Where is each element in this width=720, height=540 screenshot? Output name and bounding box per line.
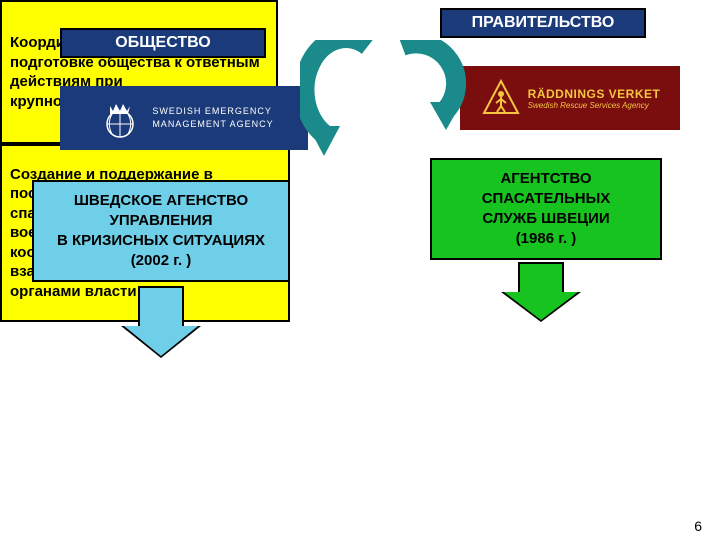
triangle-person-icon: [480, 77, 522, 119]
crown-globe-icon: [94, 92, 146, 144]
header-society: ОБЩЕСТВО: [60, 28, 266, 58]
agency-left-l1: ШВЕДСКОЕ АГЕНСТВО: [57, 191, 265, 211]
curved-arrow-right: [380, 40, 470, 140]
logo-sema-line1: SWEDISH EMERGENCY: [152, 105, 273, 118]
block-arrow-left: [124, 286, 198, 356]
agency-right-l3: СЛУЖБ ШВЕЦИИ: [482, 209, 611, 229]
agency-right-l4: (1986 г. ): [482, 229, 611, 249]
curved-arrow-left: [300, 40, 390, 170]
block-arrow-right: [504, 262, 578, 320]
logo-sema: SWEDISH EMERGENCY MANAGEMENT AGENCY: [60, 86, 308, 150]
agency-right-l2: СПАСАТЕЛЬНЫХ: [482, 189, 611, 209]
header-government: ПРАВИТЕЛЬСТВО: [440, 8, 646, 38]
agency-left: ШВЕДСКОЕ АГЕНСТВО УПРАВЛЕНИЯ В КРИЗИСНЫХ…: [32, 180, 290, 282]
logo-raddnings: RÄDDNINGS VERKET Swedish Rescue Services…: [460, 66, 680, 130]
agency-left-l2: УПРАВЛЕНИЯ: [57, 211, 265, 231]
agency-right: АГЕНТСТВО СПАСАТЕЛЬНЫХ СЛУЖБ ШВЕЦИИ (198…: [430, 158, 662, 260]
header-society-text: ОБЩЕСТВО: [115, 34, 210, 52]
header-government-text: ПРАВИТЕЛЬСТВО: [472, 14, 615, 32]
logo-sema-line2: MANAGEMENT AGENCY: [152, 118, 273, 131]
page-number: 6: [694, 518, 702, 534]
agency-left-l4: (2002 г. ): [57, 251, 265, 271]
agency-right-l1: АГЕНТСТВО: [482, 169, 611, 189]
logo-raddnings-line1: RÄDDNINGS VERKET: [528, 87, 661, 101]
agency-left-l3: В КРИЗИСНЫХ СИТУАЦИЯХ: [57, 231, 265, 251]
logo-raddnings-line2: Swedish Rescue Services Agency: [528, 101, 661, 110]
